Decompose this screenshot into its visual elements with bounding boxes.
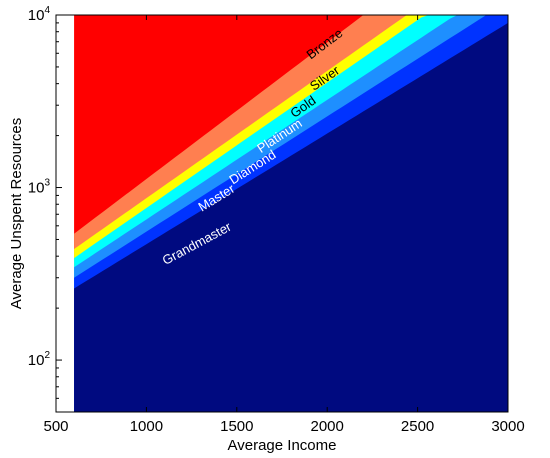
y-axis-label: Average Unspent Resources: [8, 118, 25, 310]
plot-frame: [55, 14, 509, 413]
x-tick-label: 500: [43, 418, 68, 435]
band-area-grandmaster: [74, 22, 508, 412]
x-tick-label: 2000: [311, 418, 344, 435]
x-tick-label: 1500: [220, 418, 253, 435]
x-tick-label: 2500: [401, 418, 434, 435]
y-tick-label: 104: [28, 5, 51, 24]
y-tick-label: 102: [28, 350, 51, 369]
x-axis: 500 1000 1500 2000 2500 3000: [43, 15, 525, 435]
x-axis-label: Average Income: [228, 437, 337, 454]
x-tick-label: 3000: [491, 418, 524, 435]
plot-area: [74, 15, 508, 412]
y-axis: 102 103 104: [28, 5, 62, 413]
x-tick-label: 1000: [130, 418, 163, 435]
y-tick-label: 103: [28, 178, 51, 197]
